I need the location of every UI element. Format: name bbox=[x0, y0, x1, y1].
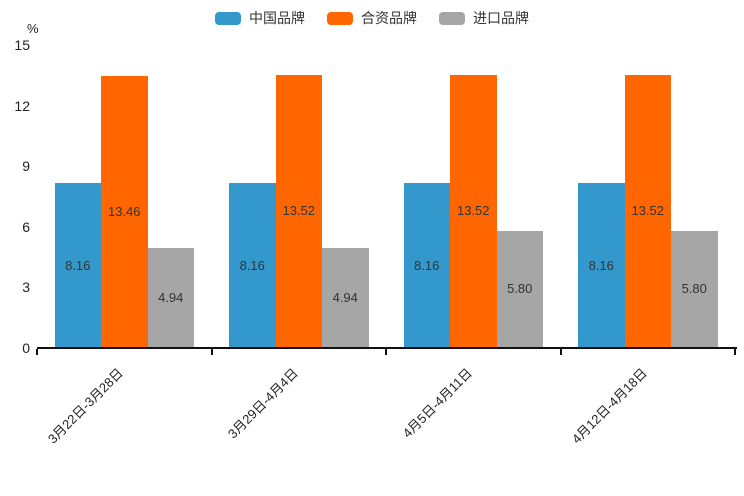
bar-value-label: 13.46 bbox=[107, 204, 141, 220]
bar-value-label: 5.80 bbox=[507, 281, 533, 297]
x-axis-label: 3月22日-3月28日 bbox=[45, 365, 127, 447]
bar-value-label: 13.52 bbox=[631, 203, 665, 219]
y-axis-unit-label: % bbox=[27, 21, 39, 36]
bar-value-label: 8.16 bbox=[65, 257, 91, 273]
bar-value-label: 4.94 bbox=[332, 290, 358, 306]
x-axis-tick bbox=[559, 349, 562, 355]
x-axis-label: 3月29日-4月4日 bbox=[224, 365, 301, 442]
bar bbox=[147, 248, 194, 348]
y-axis-tick-label: 0 bbox=[22, 340, 30, 356]
bar bbox=[578, 183, 625, 348]
bar bbox=[496, 230, 543, 348]
legend-label: 中国品牌 bbox=[249, 10, 305, 26]
bar bbox=[322, 248, 369, 348]
legend-label: 合资品牌 bbox=[361, 10, 417, 26]
legend-swatch-icon bbox=[327, 11, 353, 25]
bar-value-label: 5.80 bbox=[681, 281, 707, 297]
bar-value-label: 13.52 bbox=[282, 203, 316, 219]
legend-swatch-icon bbox=[439, 11, 465, 25]
y-axis-tick-label: 15 bbox=[14, 37, 30, 53]
bar bbox=[624, 74, 671, 348]
bar bbox=[54, 183, 101, 348]
bar-value-label: 8.16 bbox=[414, 257, 440, 273]
chart-legend: 中国品牌 合资品牌 进口品牌 bbox=[0, 8, 744, 28]
bar bbox=[403, 183, 450, 348]
legend-label: 进口品牌 bbox=[473, 10, 529, 26]
x-axis-label: 4月5日-4月11日 bbox=[399, 365, 476, 441]
bar bbox=[450, 74, 497, 348]
x-axis-tick bbox=[210, 349, 213, 355]
legend-item: 中国品牌 bbox=[215, 8, 305, 28]
bar bbox=[229, 183, 276, 348]
x-axis-tick bbox=[36, 349, 38, 355]
x-axis-label: 4月12日-4月18日 bbox=[568, 365, 650, 447]
x-axis-line bbox=[37, 347, 737, 349]
legend-item: 进口品牌 bbox=[439, 8, 529, 28]
legend-item: 合资品牌 bbox=[327, 8, 417, 28]
x-axis-tick bbox=[734, 349, 736, 355]
bar bbox=[101, 76, 148, 348]
bar bbox=[275, 74, 322, 348]
y-axis-tick-label: 12 bbox=[14, 97, 30, 114]
y-axis-tick-label: 9 bbox=[22, 158, 30, 175]
legend-swatch-icon bbox=[215, 11, 241, 25]
y-axis-tick-label: 6 bbox=[22, 218, 30, 235]
bar-value-label: 4.94 bbox=[158, 290, 184, 306]
y-axis-tick-label: 3 bbox=[22, 279, 30, 296]
x-axis-tick bbox=[385, 349, 387, 355]
bar bbox=[671, 230, 718, 348]
bar-value-label: 8.16 bbox=[588, 257, 614, 273]
bar-value-label: 8.16 bbox=[239, 257, 265, 273]
bar-value-label: 13.52 bbox=[456, 203, 490, 219]
